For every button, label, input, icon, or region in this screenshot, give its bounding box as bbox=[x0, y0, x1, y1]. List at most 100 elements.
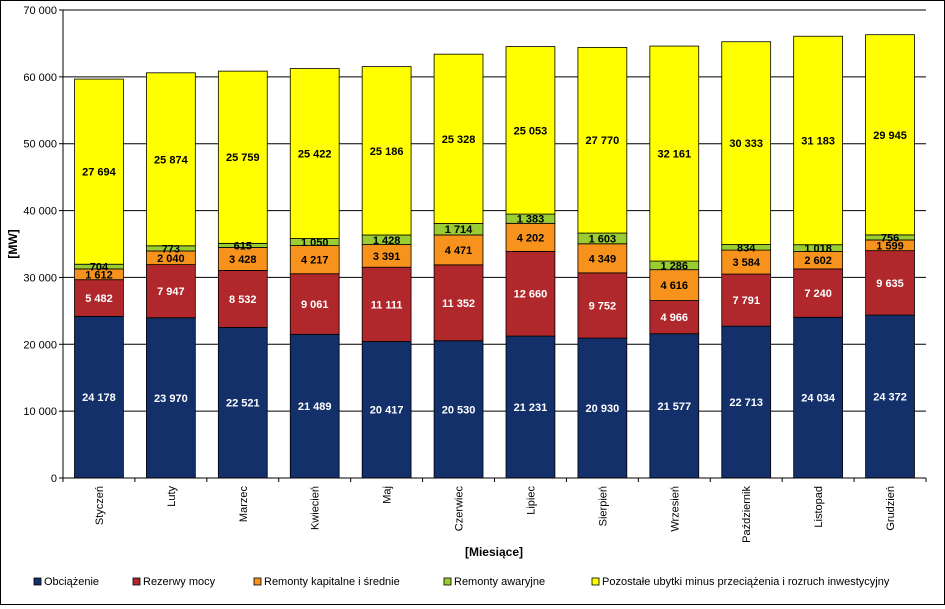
data-label: 704 bbox=[90, 262, 109, 274]
data-label: 25 186 bbox=[370, 146, 404, 158]
bar-segment bbox=[433, 53, 484, 224]
data-label: 4 217 bbox=[301, 255, 329, 267]
x-tick-labels: Styczeń Luty Marzec Kwiecień Maj Czerwiec Lipi… bbox=[94, 478, 927, 543]
bar-segment bbox=[721, 41, 772, 245]
bar-segment bbox=[505, 335, 556, 479]
data-label: 1 612 bbox=[85, 269, 113, 281]
bar-segment bbox=[793, 35, 843, 246]
data-label: 1 428 bbox=[373, 235, 401, 247]
bar-segment bbox=[289, 273, 340, 335]
data-label: 1 018 bbox=[804, 243, 832, 255]
data-label: 25 759 bbox=[226, 152, 260, 164]
x-tick-label: Październik bbox=[741, 486, 753, 543]
data-label: 2 602 bbox=[804, 255, 832, 267]
data-label: 23 970 bbox=[154, 393, 188, 405]
data-label: 30 333 bbox=[729, 138, 763, 150]
bar-segment bbox=[577, 337, 628, 479]
data-label: 615 bbox=[234, 240, 252, 252]
data-label: 25 422 bbox=[298, 149, 332, 161]
grid-lines bbox=[59, 9, 926, 479]
data-label: 5 482 bbox=[85, 293, 113, 305]
data-label: 7 240 bbox=[804, 288, 832, 300]
data-label: 7 791 bbox=[732, 295, 760, 307]
bar-segment bbox=[433, 340, 484, 479]
bar-segment bbox=[865, 314, 915, 479]
legend-label: Remonty kapitalne i średnie bbox=[264, 576, 400, 588]
x-tick-label: Sierpień bbox=[597, 486, 609, 526]
x-tick-label: Lipiec bbox=[525, 486, 537, 515]
bar-segment bbox=[505, 46, 556, 215]
bar-segment bbox=[74, 78, 124, 265]
x-tick-label: Styczeń bbox=[94, 486, 106, 525]
bar-segment bbox=[433, 234, 484, 266]
x-tick-label: Listopad bbox=[813, 486, 825, 528]
bar-segment bbox=[289, 68, 340, 239]
legend-label: Rezerwy mocy bbox=[143, 576, 216, 588]
data-label: 4 471 bbox=[445, 245, 473, 257]
data-label: 9 061 bbox=[301, 299, 329, 311]
data-label: 22 713 bbox=[729, 397, 763, 409]
legend: Obciążenie Rezerwy mocy Remonty kapitalne … bbox=[33, 576, 890, 588]
bar-segment bbox=[146, 72, 196, 247]
data-label: 21 489 bbox=[298, 401, 332, 413]
legend-swatch bbox=[253, 577, 262, 586]
data-label: 8 532 bbox=[229, 294, 257, 306]
data-label: 3 584 bbox=[732, 257, 760, 269]
data-label: 24 034 bbox=[801, 393, 836, 405]
bar-series bbox=[74, 34, 915, 479]
bar-segment bbox=[793, 316, 843, 479]
x-tick-label: Czerwiec bbox=[454, 486, 466, 532]
data-label: 20 417 bbox=[370, 405, 404, 417]
bar-segment bbox=[433, 264, 484, 342]
data-label: 27 694 bbox=[82, 167, 117, 179]
legend-swatch bbox=[132, 577, 141, 586]
x-tick-label: Luty bbox=[166, 486, 178, 507]
data-label: 4 202 bbox=[517, 232, 545, 244]
y-tick-label: 30 000 bbox=[23, 272, 57, 284]
data-label: 12 660 bbox=[514, 289, 548, 301]
data-label: 1 050 bbox=[301, 237, 329, 249]
legend-swatch bbox=[443, 577, 452, 586]
legend-label: Obciążenie bbox=[44, 576, 99, 588]
y-tick-label: 60 000 bbox=[23, 72, 57, 84]
y-tick-label: 70 000 bbox=[23, 5, 57, 17]
bar-segment bbox=[146, 317, 196, 479]
bar-segment bbox=[217, 327, 268, 479]
data-label: 25 328 bbox=[442, 134, 476, 146]
data-label: 756 bbox=[881, 232, 899, 244]
data-label: 24 178 bbox=[82, 392, 116, 404]
x-tick-label: Wrzesień bbox=[669, 486, 681, 532]
data-label: 25 874 bbox=[154, 154, 189, 166]
legend-label: Pozostałe ubytki minus przeciążenia i ro… bbox=[602, 576, 890, 588]
bar-segment bbox=[649, 333, 700, 479]
data-label: 4 616 bbox=[661, 280, 689, 292]
data-label: 773 bbox=[162, 243, 180, 255]
bar-segment bbox=[721, 325, 772, 479]
data-label: 29 945 bbox=[873, 130, 907, 142]
data-label: 11 111 bbox=[371, 299, 403, 311]
legend-swatch bbox=[591, 577, 600, 586]
x-tick-label: Kwiecień bbox=[310, 486, 322, 530]
bar-segment bbox=[146, 264, 196, 319]
data-label: 25 053 bbox=[514, 125, 548, 137]
data-label: 20 530 bbox=[442, 404, 476, 416]
legend-label: Remonty awaryjne bbox=[454, 576, 545, 588]
x-tick-label: Marzec bbox=[238, 486, 250, 523]
x-tick-label: Grudzień bbox=[885, 486, 897, 531]
data-label: 9 752 bbox=[589, 300, 617, 312]
bar-segment bbox=[361, 341, 412, 479]
y-tick-labels: 0 10 000 20 000 30 000 40 000 50 000 60 000 70 … bbox=[23, 5, 57, 485]
data-label: 21 577 bbox=[657, 401, 691, 413]
data-label: 3 428 bbox=[229, 254, 257, 266]
bar-segment bbox=[577, 243, 628, 274]
y-tick-label: 20 000 bbox=[23, 339, 57, 351]
bar-segment bbox=[361, 66, 412, 236]
data-label: 7 947 bbox=[157, 286, 185, 298]
bar-segment bbox=[217, 269, 268, 328]
bar-segment bbox=[577, 47, 628, 234]
bar-segment bbox=[865, 34, 915, 236]
data-label: 20 930 bbox=[586, 403, 620, 415]
data-label: 834 bbox=[737, 242, 756, 254]
bar-segment bbox=[74, 279, 124, 317]
